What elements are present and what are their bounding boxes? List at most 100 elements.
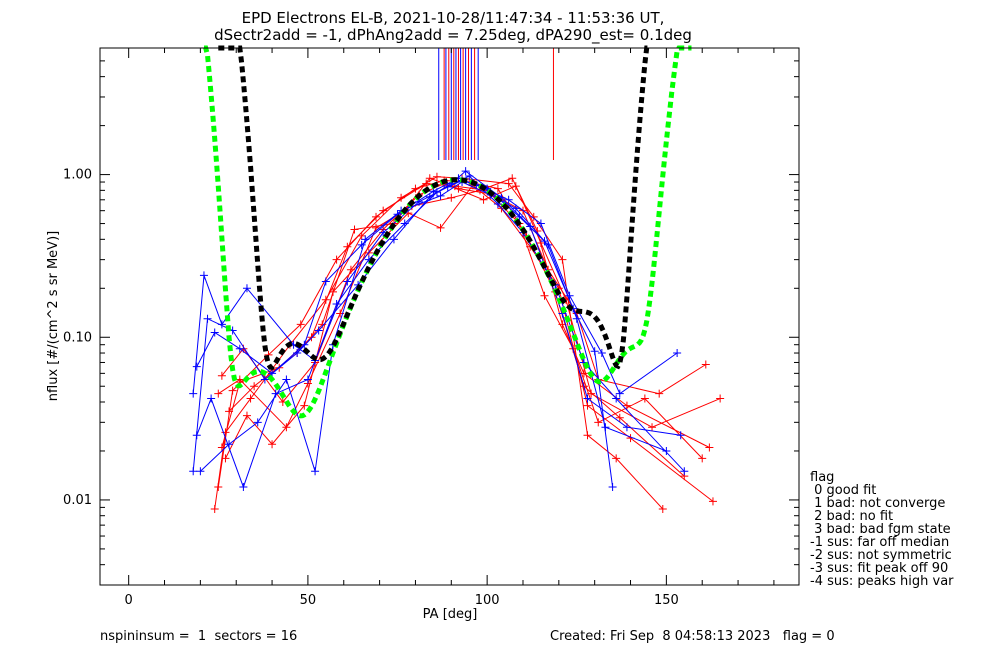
data-point bbox=[260, 375, 269, 384]
data-point bbox=[300, 401, 309, 410]
legend-entry: -1 sus: far off median bbox=[810, 535, 949, 550]
fit-curve-1 bbox=[218, 45, 650, 370]
chart-title-line2: dSectr2add = -1, dPhAng2add = 7.25deg, d… bbox=[214, 26, 692, 45]
data-point bbox=[189, 389, 198, 398]
data-point bbox=[540, 237, 549, 246]
data-point bbox=[612, 394, 621, 403]
data-point bbox=[343, 277, 352, 286]
data-point bbox=[214, 483, 223, 492]
x-axis-label: PA [deg] bbox=[423, 607, 478, 622]
data-point bbox=[436, 191, 445, 200]
data-point bbox=[565, 291, 574, 300]
data-point bbox=[511, 182, 520, 191]
footer-left: nspininsum = 1 sectors = 16 bbox=[100, 629, 297, 644]
legend-entry: 1 bad: not converge bbox=[810, 496, 945, 511]
x-tick-label: 150 bbox=[654, 593, 679, 608]
data-point bbox=[622, 401, 631, 410]
data-point bbox=[282, 375, 291, 384]
data-point bbox=[425, 174, 434, 183]
series-line-11 bbox=[200, 181, 614, 488]
data-point bbox=[361, 235, 370, 244]
data-point bbox=[196, 467, 205, 476]
data-point bbox=[511, 204, 520, 213]
data-point bbox=[705, 443, 714, 452]
data-point bbox=[311, 467, 320, 476]
data-point bbox=[239, 483, 248, 492]
legend-entry: -4 sus: peaks high var bbox=[810, 574, 954, 589]
chart-title-line1: EPD Electrons EL-B, 2021-10-28/11:47:34 … bbox=[242, 9, 665, 27]
data-point bbox=[242, 411, 251, 420]
data-point bbox=[210, 328, 219, 337]
data-point bbox=[698, 454, 707, 463]
data-point bbox=[422, 179, 431, 188]
series-line-8 bbox=[196, 179, 667, 489]
data-point bbox=[658, 504, 667, 513]
data-point bbox=[673, 349, 682, 358]
data-point bbox=[253, 418, 262, 427]
data-point bbox=[504, 195, 513, 204]
data-point bbox=[372, 212, 381, 221]
series-line-4 bbox=[218, 177, 710, 448]
data-point bbox=[250, 382, 259, 391]
data-point bbox=[268, 440, 277, 449]
data-point bbox=[612, 454, 621, 463]
data-point bbox=[314, 326, 323, 335]
data-point bbox=[558, 320, 567, 329]
data-point bbox=[493, 184, 502, 193]
data-point bbox=[210, 504, 219, 513]
series-line-9 bbox=[192, 175, 685, 472]
y-tick-label: 0.10 bbox=[63, 330, 92, 345]
y-axis-label: nflux [#/(cm^2 s sr MeV)] bbox=[46, 231, 61, 401]
top-ticks-layer bbox=[438, 48, 554, 160]
data-point bbox=[615, 413, 624, 422]
data-point bbox=[321, 277, 330, 286]
data-point bbox=[207, 394, 216, 403]
data-point bbox=[597, 349, 606, 358]
data-point bbox=[225, 440, 234, 449]
data-point bbox=[447, 193, 456, 202]
data-point bbox=[583, 394, 592, 403]
data-point bbox=[680, 467, 689, 476]
data-point bbox=[587, 389, 596, 398]
data-point bbox=[199, 271, 208, 280]
axis-layer: 0 50 100 150 0.01 0.10 1.00 bbox=[63, 47, 799, 608]
data-point bbox=[246, 394, 255, 403]
data-point bbox=[515, 212, 524, 221]
data-point bbox=[648, 423, 657, 432]
data-point bbox=[217, 443, 226, 452]
data-point bbox=[454, 184, 463, 193]
data-point bbox=[465, 172, 474, 181]
data-point bbox=[242, 284, 251, 293]
data-point bbox=[192, 362, 201, 371]
data-point bbox=[189, 467, 198, 476]
data-point bbox=[214, 389, 223, 398]
data-point bbox=[461, 167, 470, 176]
data-point bbox=[379, 206, 388, 215]
data-point bbox=[590, 347, 599, 356]
data-point bbox=[615, 389, 624, 398]
legend-entry: -2 sus: not symmetric bbox=[810, 548, 952, 563]
legend-entry: 2 bad: no fit bbox=[810, 509, 893, 524]
data-point bbox=[526, 222, 535, 231]
data-point bbox=[350, 225, 359, 234]
data-point bbox=[608, 483, 617, 492]
y-tick-label: 0.01 bbox=[63, 493, 92, 508]
data-point bbox=[203, 314, 212, 323]
data-point bbox=[701, 360, 710, 369]
data-point bbox=[594, 418, 603, 427]
data-point bbox=[217, 371, 226, 380]
data-point bbox=[296, 320, 305, 329]
data-point bbox=[221, 454, 230, 463]
data-point bbox=[676, 431, 685, 440]
legend-entry: 0 good fit bbox=[810, 483, 876, 498]
data-point bbox=[192, 431, 201, 440]
x-tick-label: 50 bbox=[300, 593, 317, 608]
y-tick-label: 1.00 bbox=[63, 168, 92, 183]
series-line-1 bbox=[217, 179, 685, 488]
data-point bbox=[640, 394, 649, 403]
data-point bbox=[540, 291, 549, 300]
data-point bbox=[579, 369, 588, 378]
legend-entry: 3 bad: bad fgm state bbox=[810, 522, 951, 537]
data-point bbox=[235, 344, 244, 353]
data-point bbox=[508, 174, 517, 183]
